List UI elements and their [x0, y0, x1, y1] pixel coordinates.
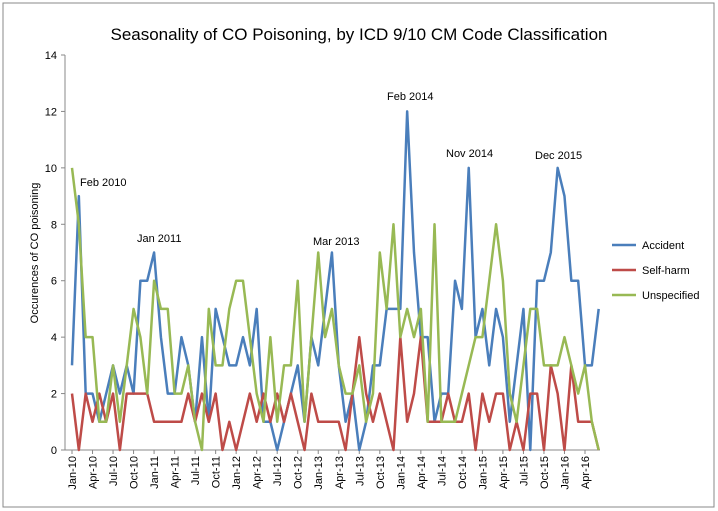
x-tick-label: Apr-11	[170, 456, 182, 488]
x-tick-label: Apr-14	[416, 456, 428, 489]
annotation: Mar 2013	[313, 236, 359, 248]
y-tick-label: 4	[51, 332, 57, 344]
annotation: Dec 2015	[535, 150, 582, 162]
x-tick-label: Jul-11	[190, 456, 202, 485]
y-axis-title: Occurences of CO poisoning	[29, 183, 41, 324]
x-tick-label: Jan-10	[67, 456, 79, 490]
x-tick-label: Apr-13	[334, 456, 346, 489]
series-line	[70, 335, 600, 452]
series-line	[70, 167, 600, 452]
x-tick-label: Jul-12	[272, 456, 284, 486]
y-tick-label: 14	[45, 50, 57, 62]
x-tick-label: Jan-13	[313, 456, 325, 490]
x-tick-label: Apr-16	[580, 456, 592, 489]
y-tick-label: 10	[45, 163, 57, 175]
x-tick-label: Jul-10	[108, 456, 120, 486]
annotation: Feb 2014	[387, 91, 433, 103]
x-tick-label: Jan-11	[149, 456, 161, 489]
x-tick-label: Jul-15	[518, 456, 530, 486]
x-tick-label: Jul-14	[436, 456, 448, 486]
chart-title: Seasonality of CO Poisoning, by ICD 9/10…	[110, 25, 607, 44]
y-tick-label: 12	[45, 106, 57, 118]
y-tick-label: 8	[51, 219, 57, 231]
annotation: Jan 2011	[137, 233, 181, 245]
x-tick-label: Oct-12	[293, 456, 305, 489]
x-tick-label: Apr-10	[88, 456, 100, 489]
annotation: Nov 2014	[446, 148, 493, 160]
x-tick-label: Jan-12	[231, 456, 243, 490]
x-tick-label: Oct-14	[457, 456, 469, 489]
x-tick-label: Oct-10	[129, 456, 141, 489]
x-tick-label: Oct-11	[211, 456, 223, 488]
x-tick-label: Jul-13	[354, 456, 366, 486]
y-tick-label: 6	[51, 276, 57, 288]
x-tick-label: Oct-15	[539, 456, 551, 489]
x-tick-label: Apr-12	[252, 456, 264, 489]
x-tick-label: Apr-15	[498, 456, 510, 489]
legend-label: Self-harm	[642, 265, 690, 277]
x-tick-label: Jan-16	[559, 456, 571, 490]
series-line	[70, 110, 600, 452]
legend-label: Unspecified	[642, 290, 699, 302]
annotation: Feb 2010	[80, 177, 126, 189]
x-tick-label: Jan-15	[477, 456, 489, 490]
x-tick-label: Oct-13	[375, 456, 387, 489]
legend-label: Accident	[642, 240, 684, 252]
y-tick-label: 0	[51, 445, 57, 457]
x-tick-label: Jan-14	[395, 456, 407, 490]
y-tick-label: 2	[51, 389, 57, 401]
